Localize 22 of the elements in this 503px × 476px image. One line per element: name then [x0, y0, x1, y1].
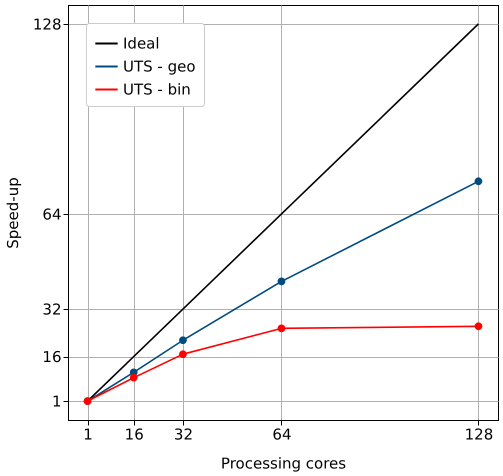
point	[474, 177, 482, 186]
legend-label: Ideal	[123, 34, 160, 52]
y-tick-label: 64	[42, 205, 62, 224]
legend-label: UTS - geo	[123, 58, 196, 76]
x-tick-label: 64	[272, 426, 292, 444]
y-tick-label: 128	[32, 15, 62, 34]
point	[278, 324, 286, 332]
x-tick-label: 128	[464, 426, 494, 444]
point	[474, 322, 482, 330]
y-tick-label: 32	[42, 300, 62, 319]
x-axis-title: Processing cores	[220, 454, 346, 472]
y-tick-label: 16	[42, 348, 62, 366]
x-tick-label: 16	[124, 426, 144, 444]
x-tick-label: 1	[83, 426, 93, 444]
point	[278, 278, 286, 286]
point	[130, 374, 138, 382]
point	[179, 350, 187, 358]
legend-label: UTS - bin	[123, 80, 191, 98]
y-axis-title: Speed-up	[4, 177, 22, 249]
x-tick-label: 32	[174, 426, 194, 444]
point	[179, 336, 187, 344]
y-tick-label: 1	[52, 392, 62, 411]
